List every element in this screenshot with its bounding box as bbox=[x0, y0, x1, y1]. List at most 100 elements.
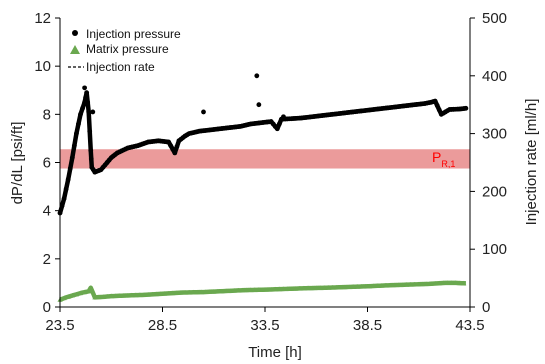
matrix-pressure-point bbox=[88, 285, 94, 290]
injection-pressure-point bbox=[74, 131, 79, 137]
matrix-pressure-point bbox=[157, 291, 163, 296]
matrix-pressure-point bbox=[162, 291, 168, 296]
matrix-pressure-point bbox=[330, 285, 336, 290]
matrix-pressure-point bbox=[223, 288, 229, 294]
y-tick-label: 6 bbox=[43, 155, 51, 172]
injection-pressure-point bbox=[90, 109, 96, 115]
matrix-pressure-point bbox=[420, 281, 426, 287]
matrix-pressure-point bbox=[182, 290, 188, 295]
matrix-pressure-point bbox=[436, 280, 442, 286]
matrix-pressure-point bbox=[350, 284, 356, 289]
matrix-pressure-point bbox=[334, 284, 340, 290]
matrix-pressure-point bbox=[104, 294, 110, 299]
matrix-pressure-point bbox=[280, 286, 286, 292]
x-axis-title: Time [h] bbox=[248, 344, 302, 361]
injection-pressure-point bbox=[170, 146, 176, 152]
matrix-pressure-point bbox=[166, 290, 172, 296]
y-tick-label: 10 bbox=[34, 58, 51, 75]
injection-pressure-point bbox=[276, 121, 282, 127]
injection-pressure-point bbox=[76, 121, 81, 127]
legend-injection-pressure-marker bbox=[72, 30, 78, 36]
y2-tick-label: 400 bbox=[482, 68, 507, 85]
matrix-pressure-point bbox=[252, 287, 258, 292]
injection-pressure-point bbox=[59, 203, 65, 209]
matrix-pressure-point bbox=[416, 281, 422, 287]
matrix-pressure-point bbox=[268, 286, 274, 292]
matrix-pressure-point bbox=[444, 280, 450, 285]
matrix-pressure-point bbox=[219, 288, 225, 294]
matrix-pressure-point bbox=[346, 284, 352, 289]
matrix-pressure-point bbox=[362, 283, 368, 289]
matrix-pressure-point bbox=[289, 286, 295, 291]
injection-pressure-series bbox=[57, 73, 469, 216]
injection-pressure-point bbox=[78, 111, 83, 117]
matrix-pressure-point bbox=[69, 293, 75, 298]
matrix-pressure-point bbox=[194, 289, 200, 295]
matrix-pressure-point bbox=[408, 282, 414, 287]
matrix-pressure-point bbox=[342, 284, 348, 290]
matrix-pressure-point bbox=[305, 285, 311, 291]
injection-pressure-point bbox=[65, 176, 71, 182]
matrix-pressure-point bbox=[379, 283, 385, 288]
matrix-pressure-point bbox=[198, 289, 204, 295]
matrix-pressure-point bbox=[121, 293, 127, 298]
matrix-pressure-point bbox=[133, 292, 139, 298]
injection-pressure-point bbox=[432, 98, 438, 104]
matrix-pressure-series bbox=[57, 280, 467, 302]
injection-pressure-point bbox=[274, 126, 280, 132]
y2-tick-label: 300 bbox=[482, 126, 507, 143]
injection-pressure-point bbox=[172, 150, 178, 156]
pr1-band-label-sub: R,1 bbox=[441, 159, 455, 169]
matrix-pressure-point bbox=[141, 292, 147, 297]
x-tick-label: 23.5 bbox=[45, 317, 74, 334]
injection-pressure-point bbox=[201, 109, 206, 115]
matrix-pressure-point bbox=[260, 287, 266, 292]
matrix-pressure-point bbox=[108, 293, 114, 299]
matrix-pressure-point bbox=[129, 292, 135, 298]
injection-pressure-point bbox=[69, 155, 75, 161]
matrix-pressure-point bbox=[145, 292, 151, 297]
injection-pressure-point bbox=[166, 139, 172, 145]
matrix-pressure-point bbox=[321, 285, 327, 290]
matrix-pressure-point bbox=[244, 287, 250, 293]
matrix-pressure-point bbox=[399, 282, 405, 287]
matrix-pressure-point bbox=[371, 283, 377, 288]
x-tick-label: 38.5 bbox=[353, 317, 382, 334]
injection-pressure-point bbox=[434, 103, 440, 108]
matrix-pressure-point bbox=[272, 286, 278, 292]
legend-matrix-pressure-marker bbox=[70, 45, 80, 54]
pr1-band bbox=[60, 149, 470, 169]
matrix-pressure-point bbox=[424, 281, 430, 286]
injection-pressure-point bbox=[174, 144, 180, 150]
injection-pressure-point bbox=[88, 156, 94, 162]
injection-pressure-point bbox=[63, 186, 69, 192]
matrix-pressure-point bbox=[170, 290, 176, 296]
matrix-pressure-point bbox=[96, 294, 102, 300]
injection-pressure-point bbox=[256, 102, 262, 108]
matrix-pressure-point bbox=[227, 288, 233, 293]
injection-pressure-point bbox=[67, 166, 73, 171]
matrix-pressure-point bbox=[317, 285, 323, 290]
y-tick-label: 0 bbox=[43, 299, 51, 316]
matrix-pressure-point bbox=[125, 292, 131, 298]
matrix-pressure-point bbox=[215, 288, 221, 294]
matrix-pressure-point bbox=[309, 285, 315, 291]
matrix-pressure-point bbox=[231, 288, 237, 293]
matrix-pressure-point bbox=[239, 287, 245, 293]
matrix-pressure-point bbox=[293, 286, 299, 291]
y2-tick-label: 100 bbox=[482, 241, 507, 258]
y-tick-label: 8 bbox=[43, 106, 51, 123]
matrix-pressure-point bbox=[82, 289, 88, 295]
injection-pressure-point bbox=[61, 196, 67, 202]
matrix-pressure-point bbox=[235, 287, 241, 293]
matrix-pressure-point bbox=[449, 280, 455, 285]
y2-tick-label: 500 bbox=[482, 10, 507, 27]
matrix-pressure-point bbox=[61, 295, 67, 301]
x-tick-label: 28.5 bbox=[148, 317, 177, 334]
legend-injection-pressure-label: Injection pressure bbox=[86, 27, 181, 41]
matrix-pressure-point bbox=[383, 282, 389, 288]
y-tick-label: 12 bbox=[34, 10, 51, 27]
matrix-pressure-point bbox=[375, 283, 381, 288]
injection-pressure-point bbox=[84, 97, 90, 103]
matrix-pressure-point bbox=[297, 285, 303, 291]
